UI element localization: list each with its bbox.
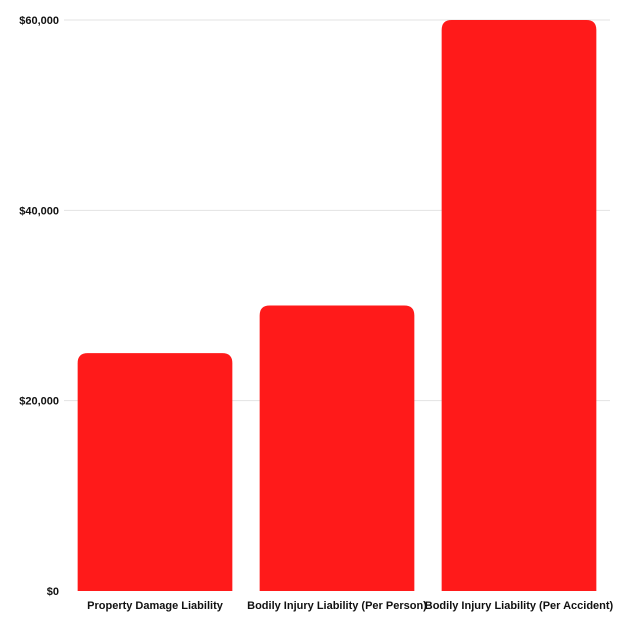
x-axis-category-labels: Property Damage Liability Bodily Injury L…	[87, 600, 613, 612]
bar	[77, 353, 233, 591]
y-axis-tick-labels: $0 $20,000 $40,000 $60,000	[19, 15, 59, 598]
x-category-label: Property Damage Liability	[87, 600, 224, 612]
y-tick-label: $60,000	[19, 15, 59, 27]
y-tick-label: $0	[47, 586, 59, 598]
x-category-label: Bodily Injury Liability (Per Accident)	[425, 600, 614, 612]
bar	[259, 305, 415, 591]
bar	[441, 20, 597, 591]
y-tick-label: $20,000	[19, 396, 59, 408]
x-category-label: Bodily Injury Liability (Per Person)	[247, 600, 427, 612]
bars	[77, 20, 597, 591]
y-tick-label: $40,000	[19, 205, 59, 217]
